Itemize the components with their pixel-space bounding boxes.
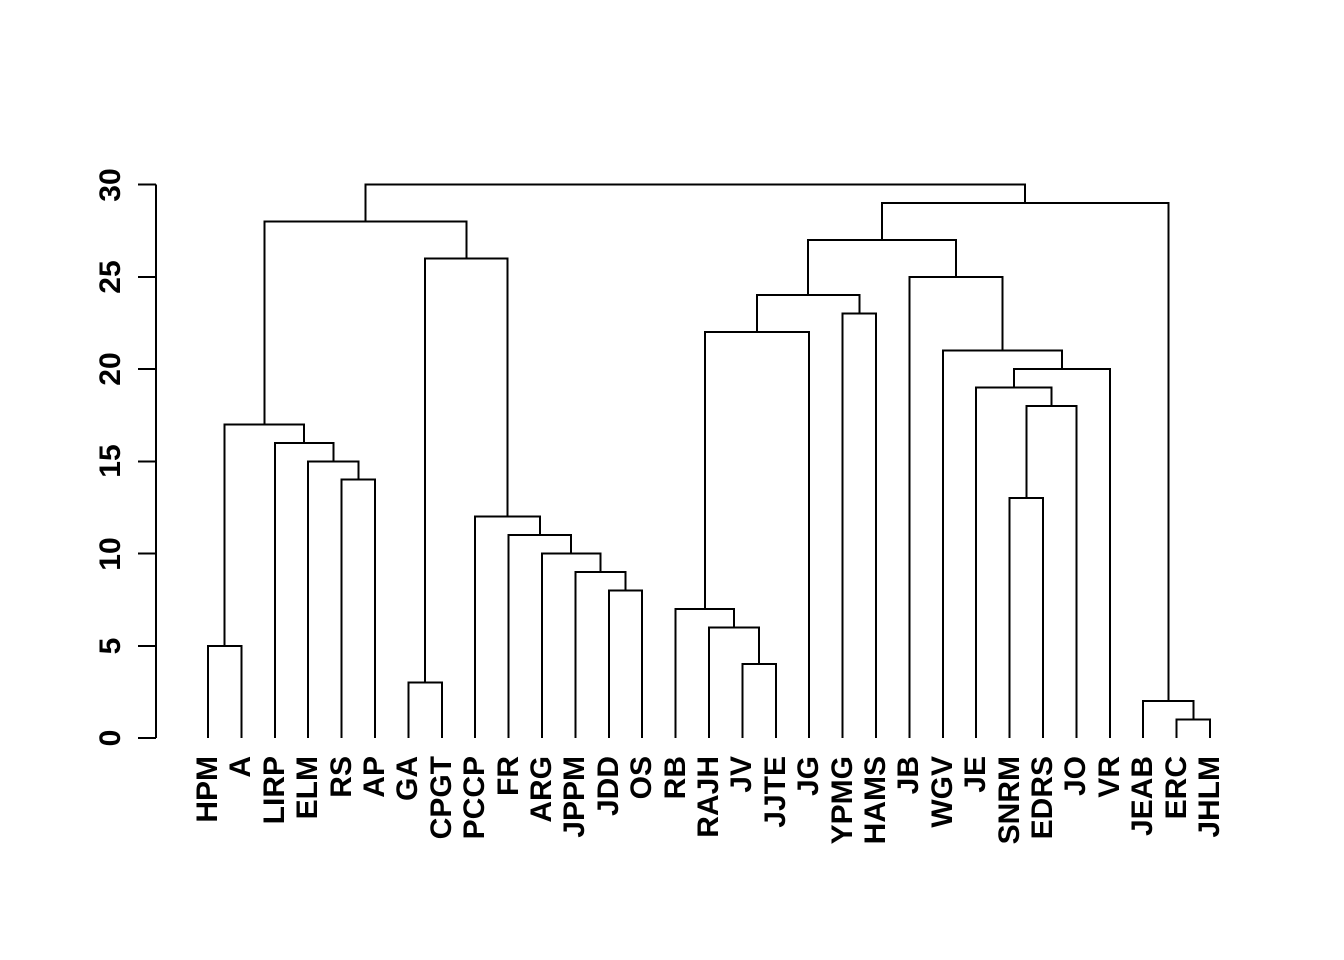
leaf-label-snrm: SNRM [992, 756, 1026, 845]
leaf-label-ga: GA [391, 756, 425, 801]
cluster-link-c11 [507, 534, 573, 738]
leaf-label-jg: JG [792, 756, 826, 797]
leaf-label-fr: FR [491, 756, 525, 796]
cluster-link-c19 [975, 386, 1053, 738]
cluster-link-c30 [364, 183, 1027, 222]
cluster-link-c25 [908, 275, 1004, 738]
y-axis-tick-label: 0 [94, 729, 127, 747]
leaf-label-os: OS [625, 756, 659, 800]
cluster-link-c23 [841, 312, 877, 738]
leaf-label-jb: JB [892, 756, 926, 795]
leaf-label-jhlm: JHLM [1193, 756, 1226, 838]
leaf-label-jppm: JPPM [558, 756, 592, 838]
y-axis-tick-label: 30 [94, 167, 127, 202]
cluster-link-c10 [541, 552, 602, 738]
cluster-link-c22 [703, 331, 811, 738]
cluster-link-c8 [607, 589, 644, 738]
cluster-link-c28 [263, 220, 468, 425]
cluster-link-c15 [307, 460, 360, 738]
cluster-link-c16 [273, 441, 335, 738]
leaf-label-elm: ELM [291, 756, 325, 820]
leaf-label-pccp: PCCP [458, 756, 492, 840]
y-axis [138, 183, 157, 739]
leaf-label-hams: HAMS [859, 756, 892, 845]
cluster-link-c4 [741, 663, 777, 738]
cluster-link-c18 [1025, 404, 1078, 738]
y-axis-tick-label: 15 [94, 444, 127, 478]
cluster-link-c13 [1008, 497, 1044, 738]
cluster-link-c6 [708, 626, 761, 738]
cluster-link-c9 [574, 570, 627, 738]
leaf-label-ypmg: YPMG [825, 756, 859, 845]
leaf-label-ap: AP [358, 756, 391, 798]
cluster-link-c5 [207, 644, 243, 738]
cluster-link-c12 [474, 515, 541, 738]
leaf-label-erc: ERC [1159, 756, 1193, 820]
leaf-label-wgv: WGV [925, 756, 959, 828]
leaf-label-hpm: HPM [191, 756, 224, 823]
cluster-link-c20 [1012, 368, 1111, 738]
cluster-link-c3 [407, 681, 443, 738]
leaf-label-lirp: LIRP [257, 756, 291, 825]
leaf-label-a: A [224, 756, 258, 778]
y-axis-tick-label: 25 [94, 260, 127, 294]
leaf-label-edrs: EDRS [1026, 756, 1059, 840]
leaf-label-je: JE [959, 756, 993, 793]
cluster-link-c27 [807, 238, 957, 296]
cluster-link-c1 [1175, 718, 1211, 738]
cluster-link-c26 [424, 257, 509, 683]
leaf-label-jeab: JEAB [1126, 756, 1160, 837]
leaf-label-rb: RB [658, 756, 692, 800]
leaf-label-cpgt: CPGT [424, 756, 458, 840]
y-axis-tick-label: 5 [94, 637, 127, 655]
leaf-label-vr: VR [1092, 756, 1126, 798]
cluster-link-c17 [223, 423, 306, 646]
dendrogram-tree [207, 183, 1211, 738]
leaf-label-jo: JO [1059, 756, 1093, 797]
leaf-label-jjte: JJTE [758, 756, 792, 828]
leaf-label-rajh: RAJH [692, 756, 725, 838]
leaf-label-jv: JV [725, 756, 759, 793]
y-axis-tick-label: 20 [94, 352, 127, 386]
leaf-label-arg: ARG [525, 756, 558, 823]
cluster-link-c14 [340, 478, 376, 738]
y-axis-tick-label: 10 [94, 536, 127, 571]
leaf-label-rs: RS [324, 756, 358, 798]
leaf-label-jdd: JDD [591, 756, 625, 817]
